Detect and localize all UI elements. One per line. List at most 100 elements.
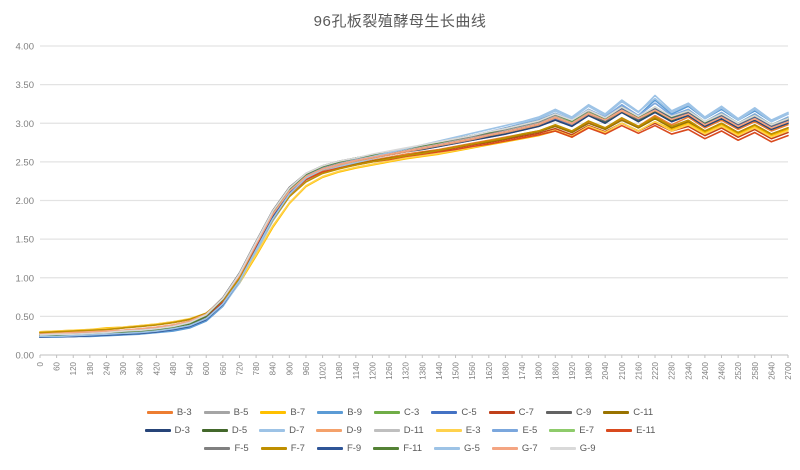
legend-item-g-7[interactable]: G-7 [491,442,538,454]
x-tick-label: 2580 [751,361,760,379]
legend-item-d-5[interactable]: D-5 [201,425,247,436]
x-tick-label: 240 [102,361,111,375]
x-tick-label: 960 [302,361,311,375]
x-tick-label: 600 [202,361,211,375]
legend-item-f-7[interactable]: F-7 [260,443,305,454]
series-line-c-3 [39,108,789,337]
x-tick-label: 1680 [501,361,510,379]
series-line-f-5 [39,107,789,335]
legend-swatch-icon [545,410,572,414]
legend-item-c-5[interactable]: C-5 [431,406,477,418]
legend-swatch-icon [435,428,462,432]
legend-swatch-icon [317,410,344,414]
x-tick-label: 1740 [518,361,527,379]
x-tick-label: 480 [169,361,178,375]
legend-label: B-5 [233,406,249,418]
legend-swatch-icon [491,446,518,450]
legend-label: C-5 [461,406,477,418]
x-tick-label: 1500 [452,361,461,379]
chart-legend: B-3 B-5 B-7 B-9 C-3 C-5 C-7 C-9 C-11 D-3 D-5 D-7 D-9… [0,403,800,457]
x-tick-label: 660 [219,361,228,375]
legend-swatch-icon [146,410,173,414]
x-tick-label: 1260 [385,361,394,379]
legend-item-e-11[interactable]: E-11 [606,425,655,436]
legend-label: B-7 [290,406,306,418]
x-tick-label: 2220 [651,361,660,379]
legend-item-e-5[interactable]: E-5 [492,425,537,436]
y-axis-tick-labels: 0.00 0.50 1.00 1.50 2.00 2.50 3.00 3.50 4.00 [16,42,35,362]
legend-label: E-7 [579,424,595,436]
y-tick-label: 2.00 [16,196,35,207]
legend-item-c-11[interactable]: C-11 [603,407,653,418]
legend-label: E-5 [522,424,538,436]
legend-item-d-7[interactable]: D-7 [259,425,304,436]
legend-swatch-icon [434,446,461,450]
legend-item-b-9[interactable]: B-9 [317,407,362,418]
legend-label: D-9 [346,424,362,436]
legend-swatch-icon [259,428,286,432]
legend-label: C-11 [633,406,654,418]
x-tick-label: 1560 [468,361,477,379]
legend-item-c-9[interactable]: C-9 [545,407,591,418]
series-line-d-9 [39,109,789,335]
legend-item-c-3[interactable]: C-3 [374,407,419,418]
series-line-c-5 [39,110,789,338]
legend-item-b-7[interactable]: B-7 [260,407,305,418]
x-tick-label: 1920 [568,361,577,379]
series-line-e-5 [39,102,789,339]
legend-swatch-icon [603,410,630,414]
series-line-f-9 [39,108,789,339]
legend-label: G-7 [521,442,538,454]
series-line-d-5 [39,110,789,337]
x-tick-label: 120 [69,361,78,375]
series-line-b-9 [39,99,789,339]
legend-item-b-3[interactable]: B-3 [146,407,192,418]
series-line-c-9 [39,108,789,335]
x-tick-label: 540 [186,361,195,375]
x-tick-label: 2160 [634,361,643,379]
y-tick-label: 3.00 [16,119,35,130]
legend-label: F-5 [234,442,249,454]
x-tick-label: 2460 [718,361,727,379]
legend-item-d-3[interactable]: D-3 [144,425,190,436]
legend-item-g-9[interactable]: G-9 [549,442,596,454]
x-tick-label: 1800 [535,361,544,379]
legend-label: C-3 [404,406,420,418]
x-tick-label: 2340 [684,361,693,379]
legend-label: G-9 [579,442,596,454]
legend-swatch-icon [549,446,576,450]
legend-item-c-7[interactable]: C-7 [488,407,534,418]
legend-swatch-icon [260,410,287,414]
legend-swatch-icon [373,446,400,450]
gridlines-group [40,45,788,356]
x-tick-label: 2640 [767,361,776,379]
x-tick-label: 1020 [319,361,328,379]
legend-item-f-11[interactable]: F-11 [373,443,422,454]
legend-row-3: F-5 F-7 F-9 F-11 G-5 G-7 G-9 [0,439,800,457]
legend-swatch-icon [144,428,171,432]
legend-item-f-5[interactable]: F-5 [204,442,249,454]
x-tick-label: 840 [269,361,278,375]
legend-swatch-icon [374,410,401,414]
legend-swatch-icon [203,410,230,414]
legend-item-e-7[interactable]: E-7 [549,425,594,436]
legend-item-d-9[interactable]: D-9 [316,424,362,436]
legend-item-g-5[interactable]: G-5 [434,443,480,454]
legend-swatch-icon [316,428,343,432]
y-tick-label: 0.50 [16,312,35,323]
legend-swatch-icon [260,446,287,450]
x-tick-label: 2520 [734,361,743,379]
legend-item-e-3[interactable]: E-3 [435,425,480,436]
x-tick-label: 2700 [784,361,793,379]
x-tick-label: 900 [285,361,294,375]
x-tick-label: 300 [119,361,128,375]
y-tick-label: 4.00 [16,42,35,53]
legend-item-d-11[interactable]: D-11 [373,425,424,436]
series-line-d-11 [39,108,789,336]
x-tick-label: 1080 [335,361,344,379]
x-tick-label: 1980 [585,361,594,379]
x-tick-label: 2040 [601,361,610,379]
legend-item-f-9[interactable]: F-9 [316,443,361,454]
legend-item-b-5[interactable]: B-5 [203,406,249,418]
